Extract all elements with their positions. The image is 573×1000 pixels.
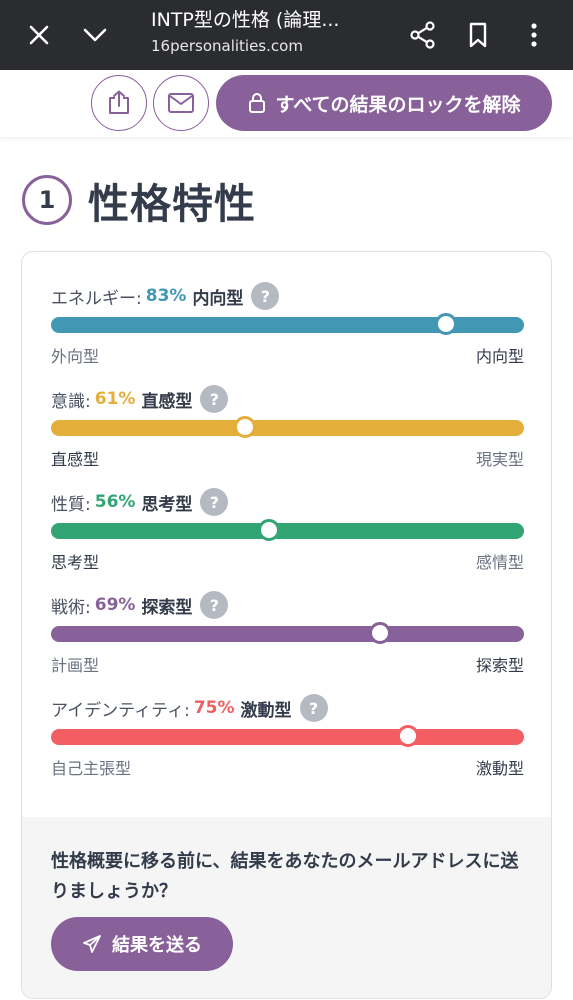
trait-bar [51,626,524,642]
bookmark-icon[interactable] [455,12,501,58]
trait-type: 内向型 [192,288,244,309]
trait-left-label: 外向型 [51,347,100,366]
trait-percent: 75% [193,698,235,718]
trait-header: 性質: 56% 思考型 ? [51,488,229,516]
unlock-label: すべての結果のロックを解除 [275,93,521,116]
trait-label: エネルギー: [51,288,142,309]
trait-label: 戦術: [51,597,91,618]
trait-percent: 69% [94,595,136,615]
trait-slider-knob[interactable] [368,622,391,644]
section-heading: 1 性格特性 [22,172,256,228]
trait-slider-knob[interactable] [233,416,256,438]
browser-toolbar: INTP型の性格 (論理... 16personalities.com [0,0,573,70]
send-results-button[interactable]: 結果を送る [51,917,233,971]
trait-left-label: 計画型 [51,656,100,675]
help-icon[interactable]: ? [299,694,328,722]
action-bar: すべての結果のロックを解除 [0,70,573,137]
trait-bar [51,317,524,333]
trait-right-label: 感情型 [475,553,524,572]
section-title: 性格特性 [88,180,256,228]
trait-label: アイデンティティ: [51,700,190,721]
trait-type: 思考型 [141,494,193,515]
trait-header: エネルギー: 83% 内向型 ? [51,282,280,310]
section-number: 1 [22,175,72,225]
trait-percent: 56% [94,492,136,512]
trait-label: 性質: [51,494,91,515]
trait-right-label: 内向型 [475,347,524,366]
trait-bar [51,523,524,539]
help-icon[interactable]: ? [251,282,280,310]
trait-right-label: 激動型 [475,759,524,778]
trait-left-label: 直感型 [51,450,100,469]
page-title: INTP型の性格 (論理... [151,9,340,31]
share-icon[interactable] [400,12,446,58]
help-icon[interactable]: ? [200,591,229,619]
trait-slider-knob[interactable] [434,313,457,335]
trait-slider-knob[interactable] [397,725,420,747]
send-results-label: 結果を送る [112,935,202,956]
trait-right-label: 現実型 [475,450,524,469]
unlock-all-results-button[interactable]: すべての結果のロックを解除 [216,75,552,131]
upload-icon [109,90,129,114]
help-icon[interactable]: ? [200,385,229,413]
share-results-button[interactable] [91,75,147,131]
close-icon[interactable] [16,12,62,58]
trait-type: 激動型 [240,700,292,721]
mail-icon [168,93,194,113]
trait-left-label: 思考型 [51,553,100,572]
trait-label: 意識: [51,391,91,412]
trait-left-label: 自己主張型 [51,759,132,778]
page-url: 16personalities.com [151,37,303,55]
trait-type: 直感型 [141,391,193,412]
trait-bar [51,420,524,436]
trait-slider-knob[interactable] [257,519,280,541]
trait-bar [51,729,524,745]
email-results-button[interactable] [153,75,209,131]
trait-header: 戦術: 69% 探索型 ? [51,591,229,619]
trait-percent: 83% [145,286,187,306]
trait-percent: 61% [94,389,136,409]
email-prompt-text: 性格概要に移る前に、結果をあなたのメールアドレスに送りましょうか？ [51,851,519,902]
trait-header: アイデンティティ: 75% 激動型 ? [51,694,328,722]
personality-traits-card: エネルギー: 83% 内向型 ? 外向型 内向型 意識: 61% 直感型 ? 直… [21,251,552,999]
lock-icon [248,93,265,113]
help-icon[interactable]: ? [200,488,229,516]
trait-header: 意識: 61% 直感型 ? [51,385,229,413]
email-prompt-panel: 性格概要に移る前に、結果をあなたのメールアドレスに送りましょうか？ 結果を送る [22,817,551,998]
more-options-icon[interactable] [511,12,557,58]
trait-type: 探索型 [141,597,193,618]
trait-right-label: 探索型 [475,656,524,675]
chevron-down-icon[interactable] [72,12,118,58]
paper-plane-icon [83,935,101,953]
